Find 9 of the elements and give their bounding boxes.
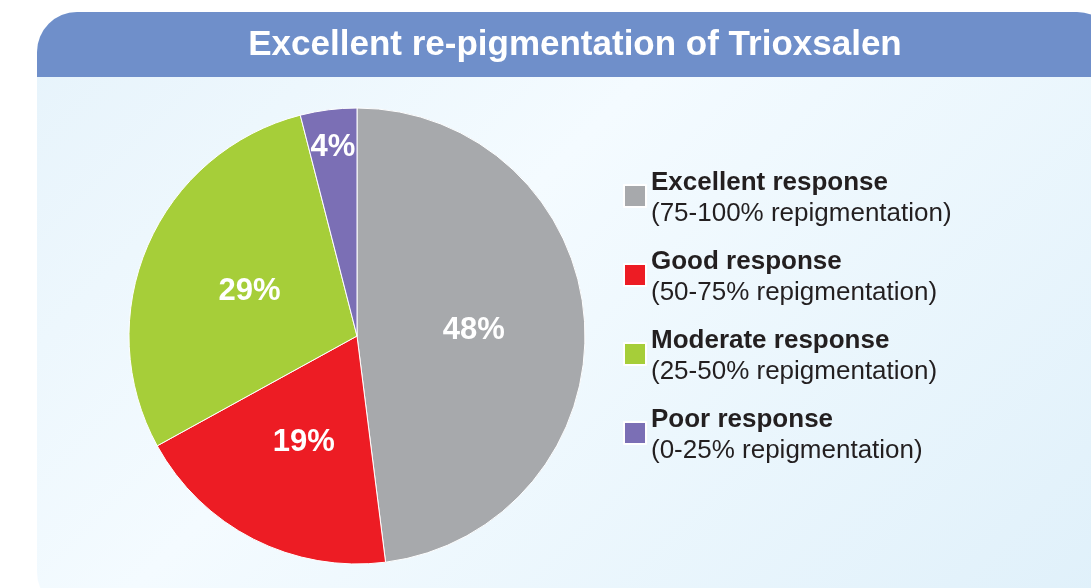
legend-label: Moderate response (25-50% repigmentation)	[651, 324, 938, 385]
data-label: 19%	[272, 422, 335, 458]
chart-title: Excellent re-pigmentation of Trioxsalen	[248, 23, 902, 62]
legend-label: Excellent response (75-100% repigmentation)	[651, 166, 952, 227]
data-label: 4%	[310, 128, 356, 164]
legend-label: Poor response (0-25% repigmentation)	[651, 403, 923, 464]
data-label: 29%	[218, 272, 281, 308]
data-label: 48%	[442, 311, 505, 347]
legend-label: Good response (50-75% repigmentation)	[651, 245, 938, 306]
